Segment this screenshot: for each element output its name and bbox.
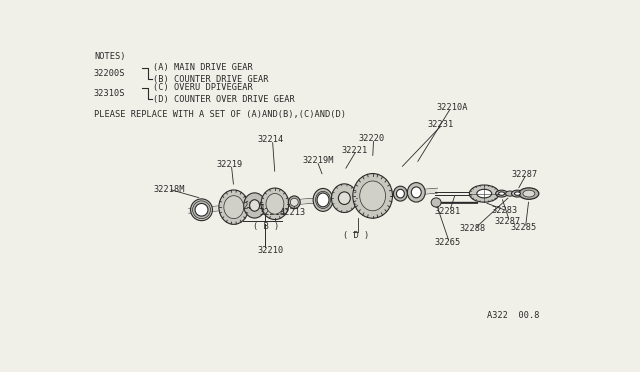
Ellipse shape [360,181,385,211]
Text: (C) OVERU DPIVEGEAR: (C) OVERU DPIVEGEAR [154,83,253,92]
Text: (A) MAIN DRIVE GEAR: (A) MAIN DRIVE GEAR [154,63,253,72]
Ellipse shape [506,191,515,196]
Ellipse shape [244,193,266,218]
Ellipse shape [515,192,520,195]
Polygon shape [189,188,437,213]
Ellipse shape [332,184,357,212]
Ellipse shape [224,196,244,219]
Ellipse shape [511,190,524,197]
Ellipse shape [495,190,508,197]
Text: PLEASE REPLACE WITH A SET OF (A)AND(B),(C)AND(D): PLEASE REPLACE WITH A SET OF (A)AND(B),(… [94,110,346,119]
Text: 32221: 32221 [342,145,368,154]
Ellipse shape [261,188,289,219]
Text: A322  00.8: A322 00.8 [486,311,540,320]
Text: ( D ): ( D ) [343,231,369,240]
Text: 32281: 32281 [435,207,461,216]
Ellipse shape [499,192,504,195]
Text: 32287: 32287 [495,217,521,225]
Text: 32220: 32220 [359,134,385,143]
Ellipse shape [191,199,212,221]
Text: 32200S: 32200S [94,69,125,78]
Text: 32310S: 32310S [94,89,125,98]
Ellipse shape [469,185,499,202]
Text: (D) COUNTER OVER DRIVE GEAR: (D) COUNTER OVER DRIVE GEAR [154,94,295,103]
Text: NOTES): NOTES) [94,52,125,61]
Ellipse shape [317,193,329,207]
Ellipse shape [477,189,492,198]
Text: 32219M: 32219M [302,157,333,166]
Text: 32210: 32210 [257,246,284,255]
Text: 32215: 32215 [239,202,265,211]
Text: 32213: 32213 [280,208,306,217]
Ellipse shape [316,191,330,208]
Ellipse shape [288,196,300,209]
Text: 32218M: 32218M [154,185,185,193]
Ellipse shape [193,201,211,219]
Text: 32210A: 32210A [436,103,468,112]
Ellipse shape [353,173,392,218]
Ellipse shape [431,198,441,207]
Ellipse shape [523,190,535,197]
Ellipse shape [250,200,260,211]
Ellipse shape [195,203,208,216]
Text: 32285: 32285 [511,224,537,232]
Ellipse shape [408,183,425,202]
Ellipse shape [396,189,404,198]
Text: 32265: 32265 [435,238,461,247]
Ellipse shape [291,198,298,206]
Ellipse shape [269,197,281,211]
Ellipse shape [266,193,284,214]
Ellipse shape [228,200,240,214]
Text: 32231: 32231 [428,121,454,129]
Text: 32214: 32214 [260,208,286,217]
Text: (B) COUNTER DRIVE GEAR: (B) COUNTER DRIVE GEAR [154,74,269,83]
Ellipse shape [219,190,248,224]
Text: 32219: 32219 [216,160,243,169]
Ellipse shape [519,188,539,199]
Ellipse shape [313,189,333,211]
Ellipse shape [339,192,350,205]
Text: 32288: 32288 [460,224,486,233]
Text: ( B ): ( B ) [253,222,279,231]
Ellipse shape [394,186,408,201]
Text: 32287: 32287 [511,170,538,179]
Text: 32283: 32283 [492,206,518,215]
Ellipse shape [364,186,381,206]
Text: 32214: 32214 [257,135,284,144]
Ellipse shape [412,187,421,198]
